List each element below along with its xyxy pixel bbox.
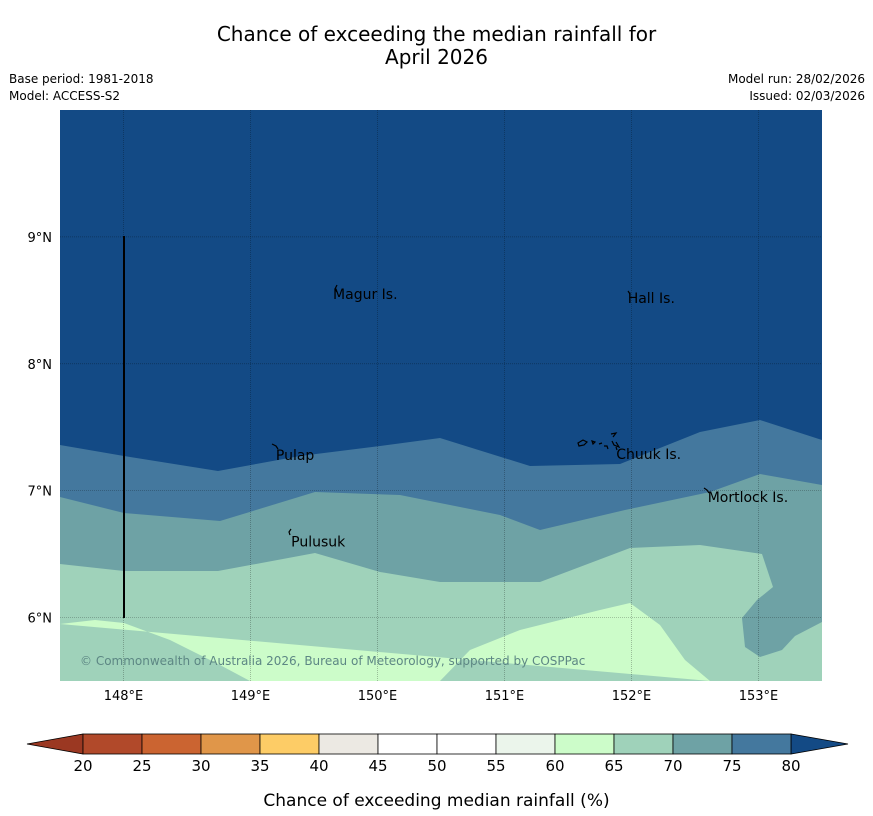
place-label: Magur Is.: [333, 287, 398, 303]
colorbar-label: Chance of exceeding median rainfall (%): [263, 791, 610, 811]
place-label: Pulusuk: [291, 534, 346, 550]
place-label: Mortlock Is.: [708, 490, 788, 506]
colorbar-tick-label: 30: [191, 757, 210, 775]
colorbar-tick-label: 40: [309, 757, 328, 775]
colorbar-segment: [731, 733, 792, 755]
axis-tick-labels: 148°E 149°E 150°E 151°E 152°E 153°E 9°N 8°N 7°N 6…: [28, 231, 779, 704]
colorbar-tick-label: 50: [427, 757, 446, 775]
colorbar-segment: [554, 733, 615, 755]
colorbar-tick-label: 65: [604, 757, 623, 775]
lon-tick-label: 148°E: [104, 689, 144, 704]
colorbar-tick-label: 20: [73, 757, 92, 775]
lon-tick-label: 150°E: [358, 689, 398, 704]
lat-tick-label: 6°N: [28, 612, 53, 627]
colorbar-tick-label: 70: [663, 757, 682, 775]
base-period: Base period: 1981-2018: [9, 72, 154, 86]
island-mortlock: [703, 487, 710, 494]
model-name: Model: ACCESS-S2: [9, 89, 121, 103]
lon-tick-label: 152°E: [612, 689, 652, 704]
model-run: Model run: 28/02/2026: [727, 72, 865, 86]
place-label: Pulap: [276, 448, 315, 464]
colorbar-segment: [82, 733, 143, 755]
graticule: [60, 110, 822, 681]
band-60: [60, 603, 710, 681]
island-hall: [627, 290, 631, 295]
colorbar-tick-label: 80: [781, 757, 800, 775]
colorbar-segment: [672, 733, 733, 755]
meta-right: Model run: 28/02/2026 Issued: 02/03/2026: [728, 71, 865, 105]
colorbar-segment: [141, 733, 202, 755]
place-label: Chuuk Is.: [616, 447, 681, 463]
colorbar-segment: [613, 733, 674, 755]
colorbar-tick-label: 75: [722, 757, 741, 775]
island-coastlines: [271, 284, 710, 536]
lat-tick-label: 7°N: [28, 485, 53, 500]
colorbar-tick-label: 35: [250, 757, 269, 775]
colorbar-tick-label: 25: [132, 757, 151, 775]
chart-title-line2: April 2026: [385, 45, 488, 69]
place-labels: Magur Is. Hall Is. Pulap Chuuk Is. Mortlock …: [276, 287, 788, 550]
island-chuuk: [577, 432, 621, 451]
copyright-text: © Commonwealth of Australia 2026, Bureau…: [80, 654, 585, 668]
colorbar-segment: [200, 733, 261, 755]
island-magur: [334, 284, 338, 293]
colorbar-tick-label: 60: [545, 757, 564, 775]
island-pulap: [271, 443, 279, 450]
lat-tick-label: 9°N: [28, 231, 53, 246]
lon-tick-label: 151°E: [485, 689, 525, 704]
chart-title-line1: Chance of exceeding the median rainfall …: [216, 22, 657, 46]
colorbar-segment: [318, 733, 379, 755]
meta-left: Base period: 1981-2018 Model: ACCESS-S2: [9, 71, 154, 105]
probability-bands: [60, 110, 822, 681]
colorbar-under-triangle: [26, 733, 84, 755]
colorbar-segment: [436, 733, 497, 755]
colorbar: 20 25 30 35 40 45 50 55 60 65 70 75 80: [26, 733, 849, 775]
colorbar-segment: [377, 733, 438, 755]
colorbar-tick-label: 45: [368, 757, 387, 775]
colorbar-segment: [259, 733, 320, 755]
issued-date: Issued: 02/03/2026: [749, 89, 865, 103]
lon-tick-label: 153°E: [739, 689, 779, 704]
lon-tick-label: 149°E: [231, 689, 271, 704]
island-pulusuk: [288, 528, 292, 536]
lat-tick-label: 8°N: [28, 358, 53, 373]
place-label: Hall Is.: [628, 291, 675, 307]
colorbar-over-triangle: [790, 733, 849, 755]
colorbar-segment: [495, 733, 556, 755]
colorbar-tick-label: 55: [486, 757, 505, 775]
